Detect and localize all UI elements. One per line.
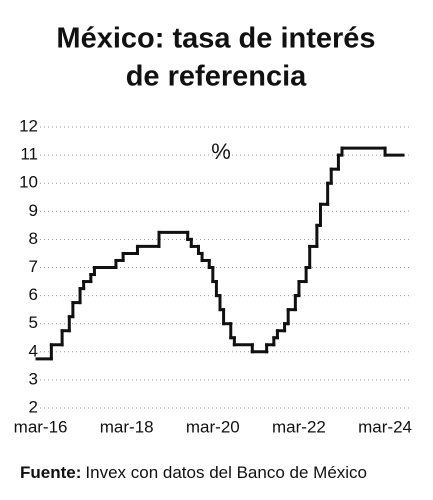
y-tick-label: 12 bbox=[19, 116, 38, 135]
y-tick-label: 4 bbox=[29, 341, 38, 360]
y-tick-label: 2 bbox=[29, 397, 38, 416]
source-text: Invex con datos del Banco de México bbox=[85, 463, 367, 482]
y-tick-label: 10 bbox=[19, 173, 38, 192]
source: Fuente: Invex con datos del Banco de Méxi… bbox=[20, 463, 367, 482]
x-tick-label: mar-20 bbox=[186, 417, 240, 436]
y-tick-label: 9 bbox=[29, 201, 38, 220]
y-tick-label: 7 bbox=[29, 257, 38, 276]
x-tick-label: mar-16 bbox=[14, 417, 68, 436]
y-tick-label: 6 bbox=[29, 285, 38, 304]
unit-annotation: % bbox=[211, 139, 231, 164]
y-tick-label: 5 bbox=[29, 313, 38, 332]
y-tick-label: 11 bbox=[20, 145, 38, 164]
x-tick-label: mar-22 bbox=[272, 417, 326, 436]
y-tick-label: 3 bbox=[29, 369, 38, 388]
chart-title: de referencia bbox=[126, 61, 307, 93]
chart-title: México: tasa de interés bbox=[56, 23, 375, 55]
x-tick-label: mar-18 bbox=[100, 417, 154, 436]
source-label: Fuente: bbox=[20, 463, 81, 482]
x-tick-label: mar-24 bbox=[358, 417, 412, 436]
y-tick-label: 8 bbox=[29, 229, 38, 248]
